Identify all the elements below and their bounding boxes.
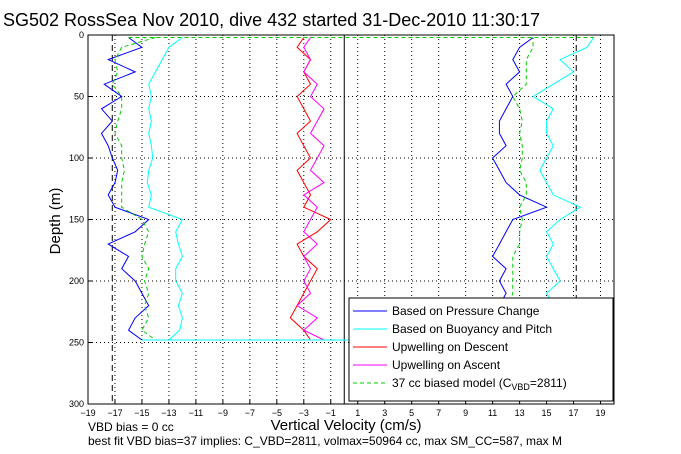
- x-tick-label: −7: [245, 408, 255, 418]
- y-axis-ticks: 0 50 100 150 200 250 300: [69, 30, 92, 409]
- grid: [88, 35, 614, 404]
- series-layer: [100, 36, 595, 341]
- legend-item-upwelling-descent: Upwelling on Descent: [353, 340, 509, 354]
- x-axis-ticks: −19 −17 −15 −13 −11 −9 −7 −5 −3 −1 1 3 5 7 9 11 13 15 17 19: [80, 400, 606, 418]
- best-fit-note: best fit VBD bias=37 implies: C_VBD=2811…: [88, 434, 562, 448]
- x-tick-label: −5: [272, 408, 282, 418]
- x-tick-label: 11: [488, 408, 497, 418]
- legend-label: Upwelling on Descent: [392, 340, 509, 354]
- series-line-1-ascent: [532, 37, 595, 341]
- legend-label: 37 cc biased model (CVBD=2811): [392, 376, 567, 392]
- x-tick-label: 3: [382, 408, 387, 418]
- x-tick-label: −1: [326, 408, 336, 418]
- x-tick-label: −17: [107, 408, 122, 418]
- legend-label: Based on Buoyancy and Pitch: [392, 322, 552, 336]
- x-axis-label: Vertical Velocity (cm/s): [271, 417, 422, 434]
- x-tick-label: 7: [436, 408, 441, 418]
- legend-label: Based on Pressure Change: [392, 304, 540, 318]
- x-tick-label: 13: [515, 408, 525, 418]
- y-tick-label: 150: [69, 215, 84, 225]
- series-line-0-ascent: [491, 37, 548, 341]
- x-tick-label: 17: [569, 408, 579, 418]
- series-line-3: [296, 37, 325, 341]
- y-tick-label: 50: [74, 92, 84, 102]
- y-tick-label: 0: [79, 30, 84, 40]
- x-tick-label: 9: [463, 408, 468, 418]
- legend-item-pressure-change: Based on Pressure Change: [353, 304, 540, 318]
- x-tick-label: 19: [596, 408, 606, 418]
- series-line-0-descent: [100, 37, 150, 341]
- vbd-bias-note: VBD bias = 0 cc: [88, 420, 174, 434]
- reference-lines: [111, 35, 577, 404]
- x-tick-label: −9: [218, 408, 228, 418]
- x-tick-label: 15: [542, 408, 552, 418]
- y-tick-label: 250: [69, 338, 84, 348]
- x-tick-label: −13: [161, 408, 176, 418]
- x-tick-label: 5: [409, 408, 414, 418]
- series-line-2: [289, 37, 332, 341]
- x-tick-label: 1: [355, 408, 360, 418]
- x-tick-label: −3: [299, 408, 309, 418]
- y-tick-label: 200: [69, 276, 84, 286]
- y-tick-label: 100: [69, 153, 84, 163]
- y-tick-label: 300: [69, 399, 84, 409]
- legend: Based on Pressure Change Based on Buoyan…: [348, 297, 614, 402]
- legend-box: [348, 297, 614, 402]
- x-tick-label: −11: [189, 408, 204, 418]
- x-tick-label: −19: [80, 408, 95, 418]
- legend-label: Upwelling on Ascent: [392, 358, 501, 372]
- chart-title: SG502 RossSea Nov 2010, dive 432 started…: [3, 10, 540, 30]
- legend-item-biased-model: 37 cc biased model (CVBD=2811): [353, 376, 567, 392]
- x-tick-label: −15: [134, 408, 149, 418]
- series-line-4-descent: [111, 37, 156, 341]
- series-line-4-ascent: [498, 37, 534, 341]
- series-line-1-descent: [146, 37, 184, 341]
- y-axis-label: Depth (m): [47, 188, 64, 255]
- legend-item-buoyancy-pitch: Based on Buoyancy and Pitch: [353, 322, 552, 336]
- legend-item-upwelling-ascent: Upwelling on Ascent: [353, 358, 501, 372]
